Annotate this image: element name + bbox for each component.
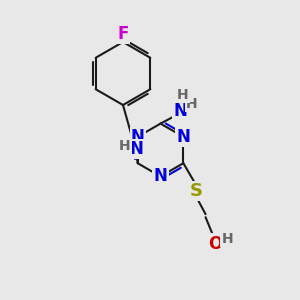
Text: S: S	[190, 182, 202, 200]
Text: N: N	[176, 128, 190, 146]
Text: N: N	[131, 128, 145, 146]
Text: N: N	[154, 167, 167, 185]
Text: O: O	[208, 235, 222, 253]
Text: H: H	[177, 88, 189, 102]
Text: N: N	[173, 102, 187, 120]
Text: F: F	[117, 25, 129, 43]
Text: N: N	[129, 140, 143, 158]
Text: H: H	[221, 232, 233, 246]
Text: H: H	[119, 139, 130, 153]
Text: H: H	[186, 98, 197, 111]
